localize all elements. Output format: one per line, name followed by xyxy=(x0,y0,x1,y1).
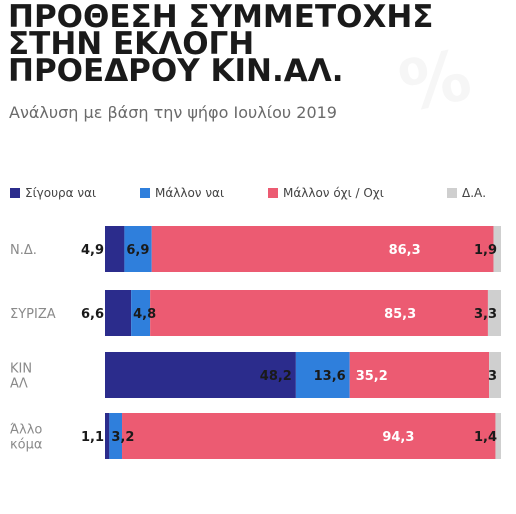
data-label: 1,4 xyxy=(474,430,497,445)
data-label: 48,2 xyxy=(260,369,292,384)
bar-segment xyxy=(495,413,501,459)
legend-item-da: Δ.Α. xyxy=(447,186,486,200)
legend-item-mallon-nai: Μάλλον ναι xyxy=(140,186,224,200)
data-label: 35,2 xyxy=(356,369,388,384)
data-label: 13,6 xyxy=(314,369,346,384)
chart-title-line-1: ΠΡΟΘΕΣΗ ΣΥΜΜΕΤΟΧΗΣ xyxy=(8,0,434,35)
bar-segment xyxy=(105,290,132,336)
bar-segment xyxy=(349,352,490,398)
bar-segment xyxy=(131,290,151,336)
legend-swatch-sigoura-nai xyxy=(10,188,20,198)
chart-title-line-3: ΠΡΟΕΔΡΟΥ ΚΙΝ.ΑΛ. xyxy=(8,53,344,89)
bar-segment xyxy=(489,352,501,398)
legend-item-mallon-oxi: Μάλλον όχι / Οχι xyxy=(268,186,384,200)
data-label: 3,2 xyxy=(111,430,134,445)
category-label: Ν.Δ. xyxy=(10,243,37,258)
bar-segment xyxy=(295,352,350,398)
bar-segment xyxy=(122,413,496,459)
bar-segment xyxy=(124,226,152,272)
legend-label-da: Δ.Α. xyxy=(462,186,487,200)
data-label: 94,3 xyxy=(382,430,414,445)
bar-segment xyxy=(105,352,296,398)
chart-title-line-2: ΣΤΗΝ ΕΚΛΟΓΗ xyxy=(8,26,255,62)
legend-label-mallon-oxi: Μάλλον όχι / Οχι xyxy=(283,186,384,200)
data-label: 3,3 xyxy=(474,307,497,322)
legend-swatch-mallon-oxi xyxy=(268,188,278,198)
chart-title: ΠΡΟΘΕΣΗ ΣΥΜΜΕΤΟΧΗΣ ΣΤΗΝ ΕΚΛΟΓΗ ΠΡΟΕΔΡΟΥ … xyxy=(8,0,508,89)
legend-item-sigoura-nai: Σίγουρα ναι xyxy=(10,186,96,200)
data-label: 4,8 xyxy=(133,307,156,322)
data-label: 4,9 xyxy=(81,243,104,258)
legend-swatch-da xyxy=(447,188,457,198)
data-label: 6,6 xyxy=(81,307,104,322)
bar-segment xyxy=(487,290,501,336)
category-label: ΚΙΝ ΑΛ xyxy=(10,362,32,392)
bar-segment xyxy=(151,226,494,272)
bar-row: Άλλο κόμα 1,1 3,2 94,3 1,4 xyxy=(10,413,501,459)
chart-subtitle: Ανάλυση με βάση την ψήφο Ιουλίου 2019 xyxy=(9,103,337,122)
data-label: 6,9 xyxy=(126,243,149,258)
bar-row: ΣΥΡΙΖΑ 6,6 4,8 85,3 3,3 xyxy=(10,290,501,336)
bar-row: Ν.Δ. 4,9 6,9 86,3 1,9 xyxy=(10,226,501,272)
bar-segment xyxy=(109,413,123,459)
bar-segment xyxy=(493,226,501,272)
bar-row: ΚΙΝ ΑΛ 48,2 13,6 35,2 3 xyxy=(10,352,501,398)
data-label: 85,3 xyxy=(384,307,416,322)
bar-segment xyxy=(105,226,125,272)
category-label: Άλλο κόμα xyxy=(10,423,42,453)
data-label: 1,9 xyxy=(474,243,497,258)
data-label: 3 xyxy=(488,369,497,384)
data-label: 1,1 xyxy=(81,430,104,445)
bar-segment xyxy=(105,413,110,459)
category-label: ΣΥΡΙΖΑ xyxy=(10,307,56,322)
bar-segment xyxy=(150,290,488,336)
chart-legend: Σίγουρα ναι Μάλλον ναι Μάλλον όχι / Οχι … xyxy=(10,186,510,202)
legend-swatch-mallon-nai xyxy=(140,188,150,198)
data-label: 86,3 xyxy=(389,243,421,258)
legend-label-mallon-nai: Μάλλον ναι xyxy=(155,186,224,200)
legend-label-sigoura-nai: Σίγουρα ναι xyxy=(25,186,97,200)
